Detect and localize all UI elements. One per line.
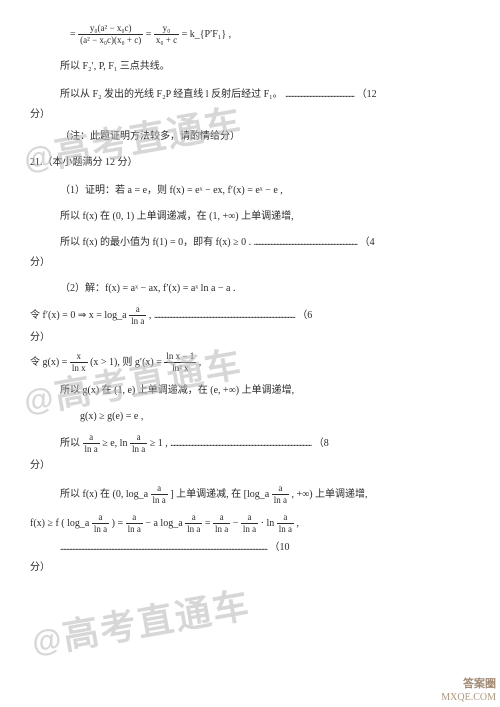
txt: , +∞) 上单调递增, — [291, 489, 367, 500]
num: x — [70, 352, 88, 363]
txt: 所以 f(x) 的最小值为 f(1) = 0，即有 f(x) ≥ 0 . — [60, 237, 251, 248]
text-line: ........................................… — [60, 540, 450, 556]
txt: − — [233, 518, 241, 529]
text-line: f(x) ≥ f ( log_a aln a ) = aln a − a log… — [30, 513, 450, 534]
den: ln a — [272, 495, 289, 505]
text-line: 所以 f(x) 在 (0, 1) 上单调递减，在 (1, +∞) 上单调递增, — [60, 209, 450, 225]
txt: , — [149, 310, 152, 321]
text-line: 分） — [30, 255, 450, 271]
dots: ........................................… — [254, 237, 358, 248]
text-line: （2）解：f(x) = aˣ − ax, f′(x) = aˣ ln a − a… — [60, 281, 450, 297]
dots: ........................................… — [60, 542, 164, 553]
num: a — [213, 513, 230, 524]
frac-den: (a² − x₀c)(x₀ + c) — [78, 35, 143, 45]
num: a — [92, 513, 109, 524]
score: （4 — [360, 237, 375, 248]
den: ln a — [277, 524, 294, 534]
dots: ........................................… — [154, 310, 258, 321]
text-line: 所以 f(x) 在 (0, log_a aln a ] 上单调递减, 在 [lo… — [60, 484, 450, 505]
den: ln a — [129, 316, 146, 326]
txt: = — [205, 518, 213, 529]
txt: 所以 — [60, 438, 83, 449]
txt: − a log_a — [145, 518, 185, 529]
text-line: 分） — [30, 458, 450, 474]
text-line: 分） — [30, 107, 450, 123]
num: a — [272, 484, 289, 495]
page: = y₀(a² − x₀c)(a² − x₀c)(x₀ + c) = y₀x₀ … — [0, 0, 500, 707]
score: （6 — [297, 310, 312, 321]
den: ln x — [70, 363, 88, 373]
den: ln a — [151, 495, 168, 505]
den: ln a — [126, 524, 143, 534]
den: ln² x — [164, 363, 196, 373]
txt: ) = — [112, 518, 126, 529]
den: ln a — [185, 524, 202, 534]
text-line: g(x) ≥ g(e) = e , — [80, 409, 450, 425]
txt: (x > 1), 则 g′(x) = — [90, 357, 164, 368]
num: a — [126, 513, 143, 524]
txt: f(x) ≥ f ( log_a — [30, 518, 92, 529]
txt: · ln — [261, 518, 277, 529]
text-line: （1）证明：若 a = e，则 f(x) = eˣ − ex, f′(x) = … — [60, 183, 450, 199]
txt: 所以从 F₂ 发出的光线 F₂P 经直线 l 反射后经过 F₁。 — [60, 89, 283, 100]
den: ln a — [130, 444, 147, 454]
txt: , — [199, 357, 202, 368]
num: a — [129, 305, 146, 316]
score: （8 — [314, 438, 329, 449]
txt: ] 上单调递减, 在 [log_a — [170, 489, 271, 500]
corner-url: MXQE.COM — [441, 692, 496, 703]
frac-num: y₀(a² − x₀c) — [78, 24, 143, 35]
text-line: 所以 f(x) 的最小值为 f(1) = 0，即有 f(x) ≥ 0 . ...… — [60, 235, 450, 251]
score: （12 — [357, 89, 377, 100]
text-line: 分） — [30, 560, 450, 576]
num: a — [130, 433, 147, 444]
dots: ........................................… — [164, 542, 268, 553]
q-number: 21.（本小题满分 12 分） — [30, 155, 450, 171]
frac-num: y₀ — [154, 24, 179, 35]
num: a — [241, 513, 258, 524]
dots: ........................................… — [170, 438, 274, 449]
den: ln a — [241, 524, 258, 534]
text-line: 令 f′(x) = 0 ⇒ x = log_a aln a , ........… — [30, 305, 450, 326]
txt: 令 f′(x) = 0 ⇒ x = log_a — [30, 310, 129, 321]
den: ln a — [92, 524, 109, 534]
txt: 令 g(x) = — [30, 357, 70, 368]
txt: ≥ e, ln — [102, 438, 130, 449]
text-line: （注：此题证明方法较多，请酌情给分） — [60, 129, 450, 145]
txt: , — [297, 518, 300, 529]
corner-brand: 答案圈 — [463, 675, 496, 691]
text-line: 所以 g(x) 在 (1, e) 上单调递减，在 (e, +∞) 上单调递增, — [60, 383, 450, 399]
num: a — [83, 433, 100, 444]
eq-tail: = k_{P′F₁} , — [182, 29, 232, 40]
txt: ≥ 1 , — [150, 438, 168, 449]
frac-den: x₀ + c — [154, 35, 179, 45]
dots: ......................... — [274, 438, 312, 449]
eq-top: = y₀(a² − x₀c)(a² − x₀c)(x₀ + c) = y₀x₀ … — [70, 24, 450, 45]
num: a — [277, 513, 294, 524]
text-line: 令 g(x) = xln x (x > 1), 则 g′(x) = ln x −… — [30, 352, 450, 373]
num: a — [151, 484, 168, 495]
dots: ........................................… — [285, 89, 354, 100]
num: a — [185, 513, 202, 524]
txt: 所以 f(x) 在 (0, log_a — [60, 489, 151, 500]
den: ln a — [83, 444, 100, 454]
text-line: 所以 F₂′, P, F₁ 三点共线。 — [60, 59, 450, 75]
score: （10 — [270, 542, 290, 553]
text-line: 所以 aln a ≥ e, ln aln a ≥ 1 , ...........… — [60, 433, 450, 454]
num: ln x − 1 — [164, 352, 196, 363]
den: ln a — [213, 524, 230, 534]
dots: ......................... — [257, 310, 295, 321]
text-line: 所以从 F₂ 发出的光线 F₂P 经直线 l 反射后经过 F₁。 .......… — [60, 87, 450, 103]
text-line: 分） — [30, 330, 450, 346]
